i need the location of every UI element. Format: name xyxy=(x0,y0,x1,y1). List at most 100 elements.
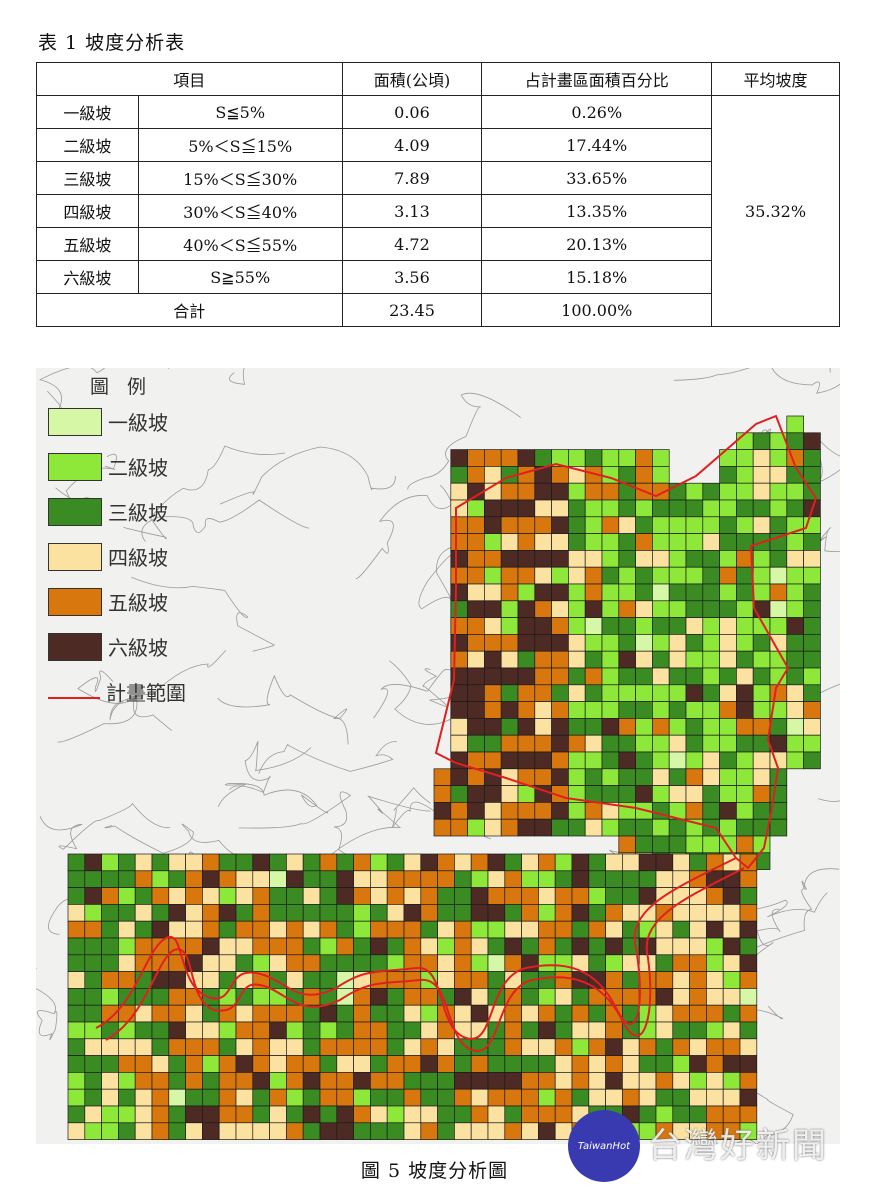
slope-cell xyxy=(568,583,586,602)
slope-cell xyxy=(706,887,724,905)
slope-cell xyxy=(538,971,556,989)
slope-cell xyxy=(67,988,86,1006)
total-area: 23.45 xyxy=(341,293,483,327)
slope-cell xyxy=(534,667,552,686)
slope-cell xyxy=(319,1004,338,1023)
slope-cell xyxy=(689,1088,707,1107)
slope-cell xyxy=(719,482,737,501)
slope-cell xyxy=(736,785,754,803)
slope-cell xyxy=(706,988,724,1006)
slope-cell xyxy=(353,1122,371,1140)
slope-cell xyxy=(467,650,485,669)
slope-cell xyxy=(202,853,220,872)
slope-cell xyxy=(504,1105,522,1124)
slope-cell xyxy=(67,1088,86,1107)
slope-cell xyxy=(484,583,502,602)
slope-cell xyxy=(218,920,237,939)
slope-cell xyxy=(269,870,287,888)
slope-cell xyxy=(487,1072,506,1090)
slope-cell xyxy=(484,802,502,820)
slope-cell xyxy=(235,1122,254,1140)
slope-cell xyxy=(668,583,687,602)
slope-cell xyxy=(420,937,438,956)
slope-cell xyxy=(218,1004,237,1023)
header-average: 平均坡度 xyxy=(711,62,840,96)
slope-cell xyxy=(370,887,388,905)
slope-cell xyxy=(722,1038,741,1056)
slope-cell xyxy=(218,1072,237,1090)
slope-cell xyxy=(386,1122,405,1140)
slope-cell xyxy=(551,600,569,618)
slope-cell xyxy=(84,1004,102,1023)
slope-cell xyxy=(534,533,552,551)
slope-cell xyxy=(538,1021,556,1040)
slope-cell xyxy=(668,667,687,686)
slope-cell xyxy=(554,954,573,972)
slope-cell xyxy=(269,1038,287,1056)
slope-cell xyxy=(470,904,489,922)
slope-cell xyxy=(370,853,388,872)
slope-cell xyxy=(269,1105,287,1124)
slope-cell xyxy=(500,449,519,467)
slope-cell xyxy=(584,701,603,719)
slope-cell xyxy=(168,1021,186,1040)
slope-cell xyxy=(118,1072,136,1090)
slope-cell xyxy=(437,1072,455,1090)
slope-cell xyxy=(454,1122,472,1140)
slope-cell xyxy=(420,1004,438,1023)
slope-cell xyxy=(336,920,354,939)
slope-cell xyxy=(722,1021,741,1040)
slope-cell xyxy=(668,835,687,854)
slope-cell xyxy=(584,667,603,686)
slope-cell xyxy=(736,600,754,618)
slope-cell xyxy=(101,870,119,888)
slope-cell xyxy=(521,887,539,905)
slope-cell xyxy=(538,870,556,888)
slope-cell xyxy=(803,600,821,618)
slope-cell xyxy=(454,937,472,956)
slope-cell xyxy=(450,466,468,484)
slope-cell xyxy=(467,600,485,618)
slope-cell xyxy=(655,988,674,1006)
slope-cell xyxy=(467,466,485,484)
slope-cell xyxy=(353,1105,371,1124)
slope-cell xyxy=(551,684,569,702)
slope-cell xyxy=(635,449,653,467)
range-cell: S≦5% xyxy=(137,95,343,129)
slope-cell xyxy=(584,566,603,585)
slope-cell xyxy=(386,853,405,872)
slope-cell xyxy=(736,802,754,820)
slope-cell xyxy=(702,499,720,518)
slope-cell xyxy=(551,516,569,534)
slope-cell xyxy=(719,650,737,669)
slope-cell xyxy=(269,1072,287,1090)
slope-cell xyxy=(689,1055,707,1073)
slope-cell xyxy=(551,818,569,837)
slope-cell xyxy=(638,1038,657,1056)
slope-cell xyxy=(739,1122,758,1140)
table-row: 三級坡 15%＜S≦30% 7.89 33.65% xyxy=(36,161,840,195)
slope-cell xyxy=(168,920,186,939)
slope-cell xyxy=(719,718,737,736)
slope-cell xyxy=(521,870,539,888)
slope-cell xyxy=(202,887,220,905)
slope-cell xyxy=(118,954,136,972)
slope-cell xyxy=(605,1088,623,1107)
contour-line xyxy=(167,368,246,385)
slope-cell xyxy=(185,1038,203,1056)
slope-cell xyxy=(635,617,653,635)
slope-cell xyxy=(500,499,519,518)
slope-cell xyxy=(601,768,620,786)
slope-cell xyxy=(568,650,586,669)
slope-cell xyxy=(370,1021,388,1040)
legend-label: 四級坡 xyxy=(108,546,168,570)
slope-cell xyxy=(487,904,506,922)
table-total-row: 合計 23.45 100.00% xyxy=(36,293,840,327)
slope-cell xyxy=(605,1055,623,1073)
slope-cell xyxy=(538,853,556,872)
slope-cell xyxy=(601,818,620,837)
slope-cell xyxy=(769,718,788,736)
slope-cell xyxy=(769,734,788,753)
boundary-path xyxy=(105,867,745,1052)
slope-cell xyxy=(752,566,771,585)
